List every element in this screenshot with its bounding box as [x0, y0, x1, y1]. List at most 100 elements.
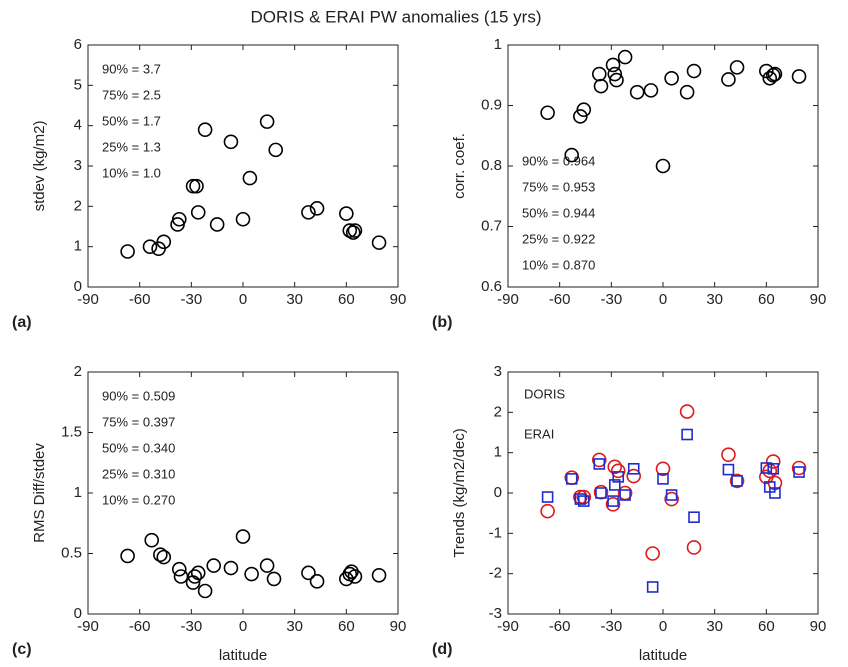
y-tick-label: 5	[74, 76, 82, 93]
annotation: 25% = 1.3	[102, 139, 161, 154]
y-tick-label: 3	[74, 157, 82, 174]
y-tick-label: 0.8	[481, 157, 502, 174]
data-point	[197, 583, 213, 599]
data-point	[686, 540, 702, 555]
data-point	[541, 491, 554, 503]
x-tick-label: -30	[600, 291, 622, 308]
y-tick-label: 0	[74, 605, 82, 622]
data-point	[645, 546, 660, 561]
data-point	[301, 565, 316, 581]
x-tick-label: -30	[600, 618, 622, 635]
data-point	[564, 147, 580, 163]
x-tick-label: -90	[77, 618, 99, 635]
data-point	[345, 225, 361, 240]
data-point	[657, 473, 669, 485]
data-point	[144, 532, 160, 548]
data-point	[791, 460, 807, 476]
data-point	[242, 170, 258, 186]
data-point	[371, 567, 387, 583]
y-tick-label: 0	[74, 278, 82, 295]
data-point	[235, 529, 251, 544]
data-point	[197, 122, 213, 137]
y-tick-label: 4	[74, 117, 82, 134]
data-point	[793, 466, 805, 478]
data-point	[576, 102, 592, 118]
data-point	[607, 66, 623, 82]
y-tick-label: 2	[74, 197, 82, 214]
figure-title: DORIS & ERAI PW anomalies (15 yrs)	[251, 7, 542, 26]
y-tick-label: 3	[494, 363, 502, 380]
annotation: 25% = 0.310	[102, 466, 175, 481]
data-point	[574, 493, 587, 505]
data-point	[721, 447, 736, 462]
data-point	[612, 471, 625, 483]
y-tick-label: 6	[74, 36, 82, 53]
data-point	[643, 83, 659, 98]
data-point	[609, 72, 624, 88]
data-point	[223, 560, 239, 576]
data-point	[156, 234, 172, 250]
data-point	[185, 178, 201, 194]
x-tick-label: 0	[239, 291, 247, 308]
x-tick-label: 60	[338, 291, 355, 308]
x-tick-label: -60	[129, 291, 151, 308]
y-tick-label: 2	[494, 403, 502, 420]
x-tick-label: 0	[659, 291, 667, 308]
x-axis-label: latitude	[639, 647, 687, 664]
data-point	[762, 70, 778, 86]
data-point	[342, 223, 358, 238]
y-axis-label: Trends (kg/m2/dec)	[451, 428, 468, 558]
data-point	[209, 217, 225, 232]
x-tick-label: 90	[810, 618, 827, 635]
annotation: 50% = 0.340	[102, 440, 175, 455]
data-point	[655, 158, 671, 174]
data-point	[593, 78, 609, 94]
data-point	[655, 461, 671, 477]
data-point	[608, 479, 621, 491]
data-point	[223, 134, 239, 150]
data-point	[142, 239, 158, 254]
data-point	[729, 473, 745, 489]
data-point	[244, 566, 259, 582]
data-point	[540, 105, 555, 121]
y-tick-label: 0.6	[481, 278, 502, 295]
data-point	[605, 57, 621, 73]
data-point	[688, 511, 700, 524]
annotation: 50% = 0.944	[522, 205, 595, 220]
x-tick-label: 60	[338, 618, 355, 635]
data-point	[301, 205, 316, 220]
x-tick-label: -30	[180, 291, 202, 308]
data-point	[206, 558, 222, 573]
annotation: 75% = 0.397	[102, 414, 175, 429]
x-tick-label: 30	[286, 291, 303, 308]
data-point	[607, 495, 619, 507]
annotation: 25% = 0.922	[522, 231, 595, 246]
y-tick-label: 0.5	[61, 544, 82, 561]
data-point	[371, 235, 387, 250]
data-point	[189, 178, 204, 194]
data-point	[679, 404, 695, 419]
data-point	[617, 49, 633, 65]
data-point	[577, 495, 590, 507]
x-tick-label: -60	[129, 618, 151, 635]
data-point	[565, 473, 578, 485]
y-tick-label: 1.5	[61, 423, 82, 440]
plot-frame	[507, 371, 819, 615]
x-tick-label: -60	[549, 618, 571, 635]
data-point	[235, 211, 251, 227]
x-tick-label: -60	[549, 291, 571, 308]
data-point	[722, 463, 735, 476]
annotation: 10% = 0.270	[102, 492, 175, 507]
data-point	[347, 569, 363, 584]
panel-label: (c)	[12, 641, 32, 658]
y-tick-label: -2	[489, 565, 502, 582]
x-tick-label: -90	[77, 291, 99, 308]
data-point	[339, 206, 354, 221]
data-point	[266, 571, 282, 587]
y-tick-label: 1	[494, 444, 502, 461]
data-point	[259, 114, 275, 129]
data-point	[686, 63, 702, 79]
x-tick-label: -90	[497, 291, 519, 308]
y-tick-label: 0.9	[481, 96, 502, 113]
